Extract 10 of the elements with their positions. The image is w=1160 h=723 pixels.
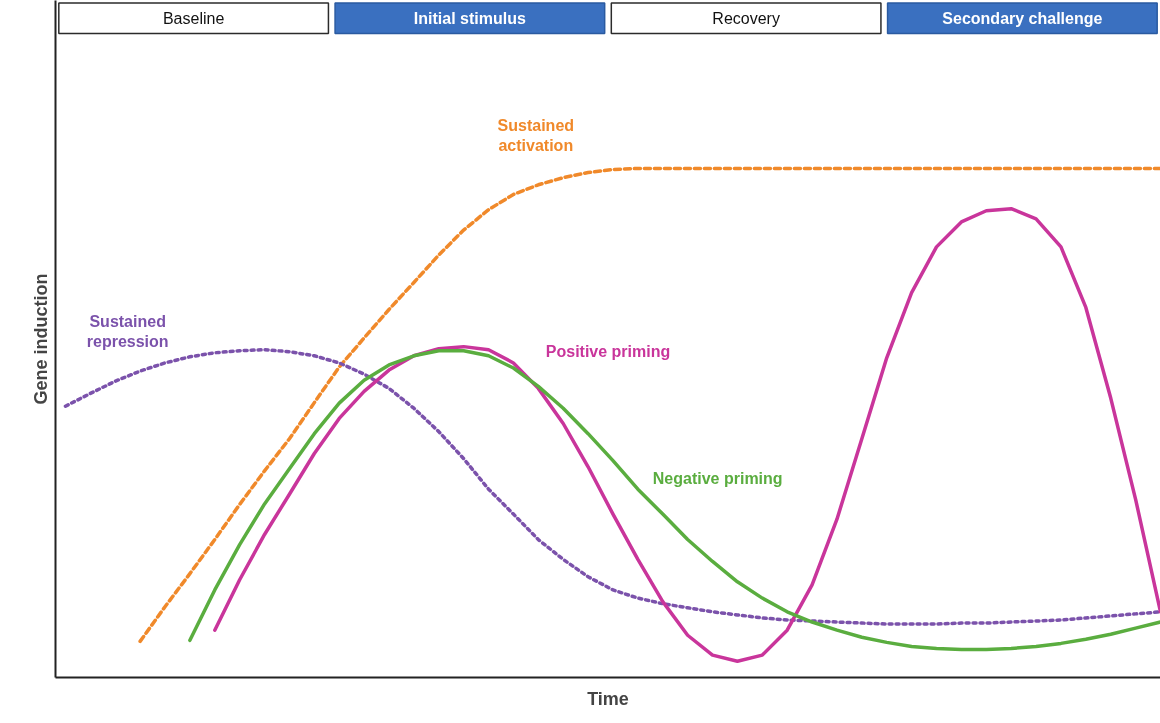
series-label: Sustained repression [86,312,169,351]
y-axis-title: Gene induction [30,273,51,405]
text: Initial stimulus [413,9,526,27]
x-axis-title: Time [587,688,629,709]
series-label: Positive priming [545,343,671,361]
text: Secondary challenge [942,9,1103,27]
text: Recovery [712,9,780,27]
text: Baseline [162,9,225,27]
series-label: Negative priming [652,470,783,488]
series-label: Sustained activation [497,116,575,155]
